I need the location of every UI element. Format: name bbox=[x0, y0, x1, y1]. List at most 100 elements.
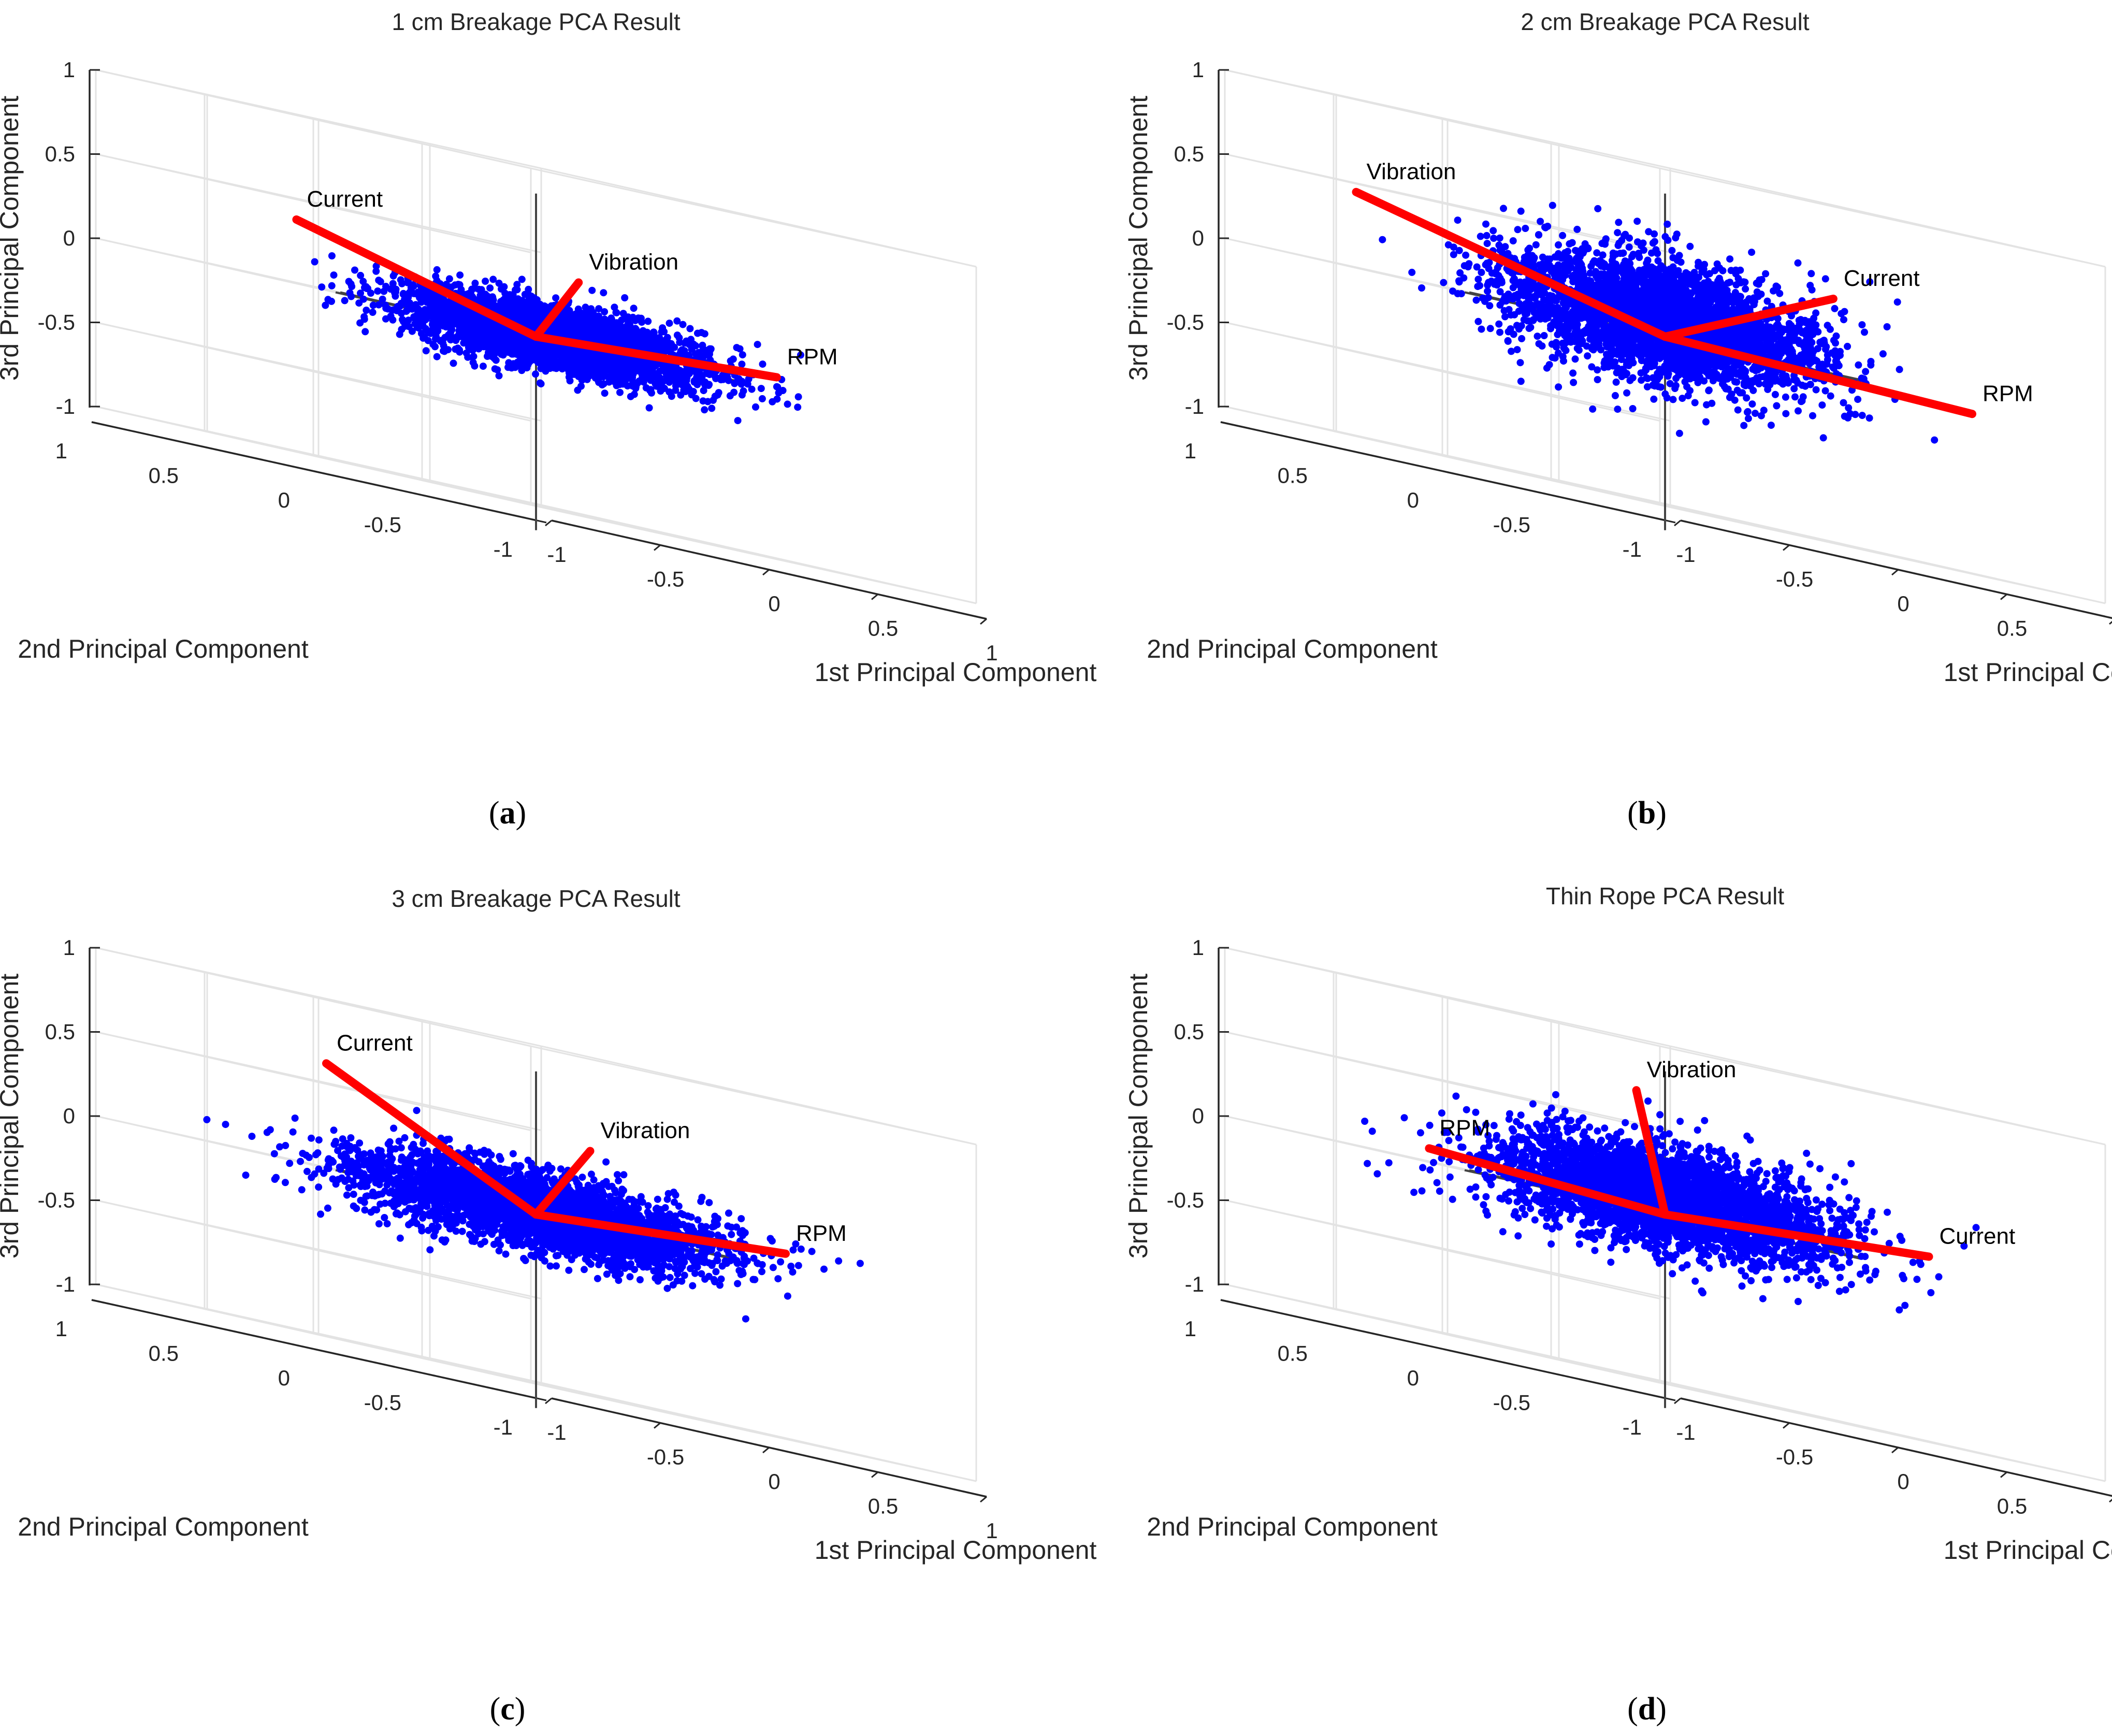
data-point bbox=[479, 363, 487, 370]
data-point bbox=[369, 309, 377, 316]
data-point bbox=[363, 307, 370, 314]
grid-line bbox=[1659, 504, 2106, 604]
data-point bbox=[467, 288, 474, 296]
data-point bbox=[444, 305, 452, 312]
data-point bbox=[348, 293, 355, 300]
data-point bbox=[1812, 309, 1820, 317]
chart-title: 1 cm Breakage PCA Result bbox=[392, 8, 681, 35]
data-point bbox=[407, 286, 415, 294]
data-point bbox=[489, 294, 497, 302]
data-point bbox=[708, 404, 716, 412]
data-point bbox=[615, 374, 623, 382]
data-point bbox=[1650, 395, 1658, 403]
data-point bbox=[508, 336, 515, 343]
vector-label: Current bbox=[307, 186, 383, 212]
data-point bbox=[660, 384, 668, 392]
data-point bbox=[1555, 241, 1562, 249]
data-point bbox=[494, 331, 501, 339]
data-point bbox=[489, 276, 497, 283]
data-point bbox=[1795, 407, 1802, 415]
data-point bbox=[1483, 232, 1491, 239]
data-point bbox=[730, 388, 738, 396]
x-tick bbox=[1674, 519, 1681, 527]
box-edge bbox=[530, 167, 977, 268]
data-point bbox=[656, 367, 663, 375]
data-point bbox=[1486, 325, 1494, 332]
data-point bbox=[1748, 400, 1756, 408]
z-tick-label: -1 bbox=[56, 394, 75, 418]
data-point bbox=[673, 331, 681, 339]
data-point bbox=[509, 348, 517, 355]
y-tick-label: -1 bbox=[1623, 537, 1642, 561]
data-point bbox=[359, 278, 367, 285]
data-point bbox=[526, 353, 534, 361]
data-point bbox=[608, 359, 616, 367]
data-point bbox=[514, 358, 522, 366]
data-point bbox=[574, 386, 582, 394]
data-point bbox=[1573, 225, 1581, 233]
data-point bbox=[612, 309, 620, 316]
z-tick-label: -1 bbox=[1185, 394, 1204, 418]
y-tick bbox=[202, 446, 213, 450]
data-point bbox=[392, 292, 399, 300]
x-tick bbox=[654, 544, 661, 551]
data-point bbox=[456, 271, 464, 279]
data-point bbox=[1827, 392, 1834, 400]
data-point bbox=[1742, 285, 1749, 293]
data-point bbox=[588, 286, 596, 294]
data-point bbox=[474, 314, 482, 322]
x-tick bbox=[871, 594, 878, 600]
y-tick bbox=[1443, 470, 1453, 474]
data-point bbox=[729, 355, 737, 363]
data-point bbox=[594, 359, 602, 367]
data-point bbox=[438, 298, 446, 306]
x-tick bbox=[762, 569, 770, 576]
data-point bbox=[699, 345, 707, 353]
data-point bbox=[593, 351, 601, 359]
data-point bbox=[759, 360, 766, 368]
data-point bbox=[431, 297, 439, 305]
box-edge bbox=[1659, 167, 2106, 268]
data-point bbox=[694, 329, 701, 337]
data-point bbox=[318, 283, 326, 291]
data-point bbox=[1489, 227, 1497, 235]
y-tick-label: -1 bbox=[494, 537, 513, 561]
data-point bbox=[1549, 201, 1556, 209]
data-point bbox=[528, 300, 536, 308]
data-point bbox=[447, 326, 455, 334]
data-point bbox=[449, 335, 456, 342]
data-point bbox=[600, 289, 607, 297]
data-point bbox=[684, 382, 691, 390]
data-point bbox=[1668, 247, 1676, 254]
data-point bbox=[486, 351, 494, 359]
grid-line bbox=[530, 504, 977, 604]
z-tick-label: 0.5 bbox=[1174, 142, 1204, 166]
data-point bbox=[432, 272, 440, 280]
data-point bbox=[351, 266, 358, 274]
data-point bbox=[592, 335, 600, 342]
y-tick bbox=[91, 421, 102, 425]
chart-title: 2 cm Breakage PCA Result bbox=[1521, 8, 1810, 35]
data-point bbox=[797, 351, 804, 359]
data-point bbox=[460, 319, 468, 327]
data-point bbox=[1821, 387, 1829, 395]
data-point bbox=[452, 345, 459, 353]
data-point bbox=[512, 286, 519, 294]
data-point bbox=[1517, 378, 1525, 385]
data-point bbox=[518, 276, 526, 283]
data-point bbox=[616, 388, 624, 396]
data-point bbox=[379, 295, 386, 303]
data-point bbox=[1744, 415, 1752, 423]
data-point bbox=[773, 395, 781, 403]
data-point bbox=[794, 403, 802, 411]
data-point bbox=[1752, 410, 1759, 417]
data-point bbox=[514, 303, 522, 311]
data-point bbox=[490, 340, 498, 348]
data-point bbox=[601, 308, 609, 315]
data-point bbox=[328, 282, 336, 290]
data-point bbox=[565, 312, 572, 320]
data-point bbox=[690, 340, 698, 348]
data-point bbox=[699, 397, 707, 405]
data-point bbox=[734, 417, 742, 425]
